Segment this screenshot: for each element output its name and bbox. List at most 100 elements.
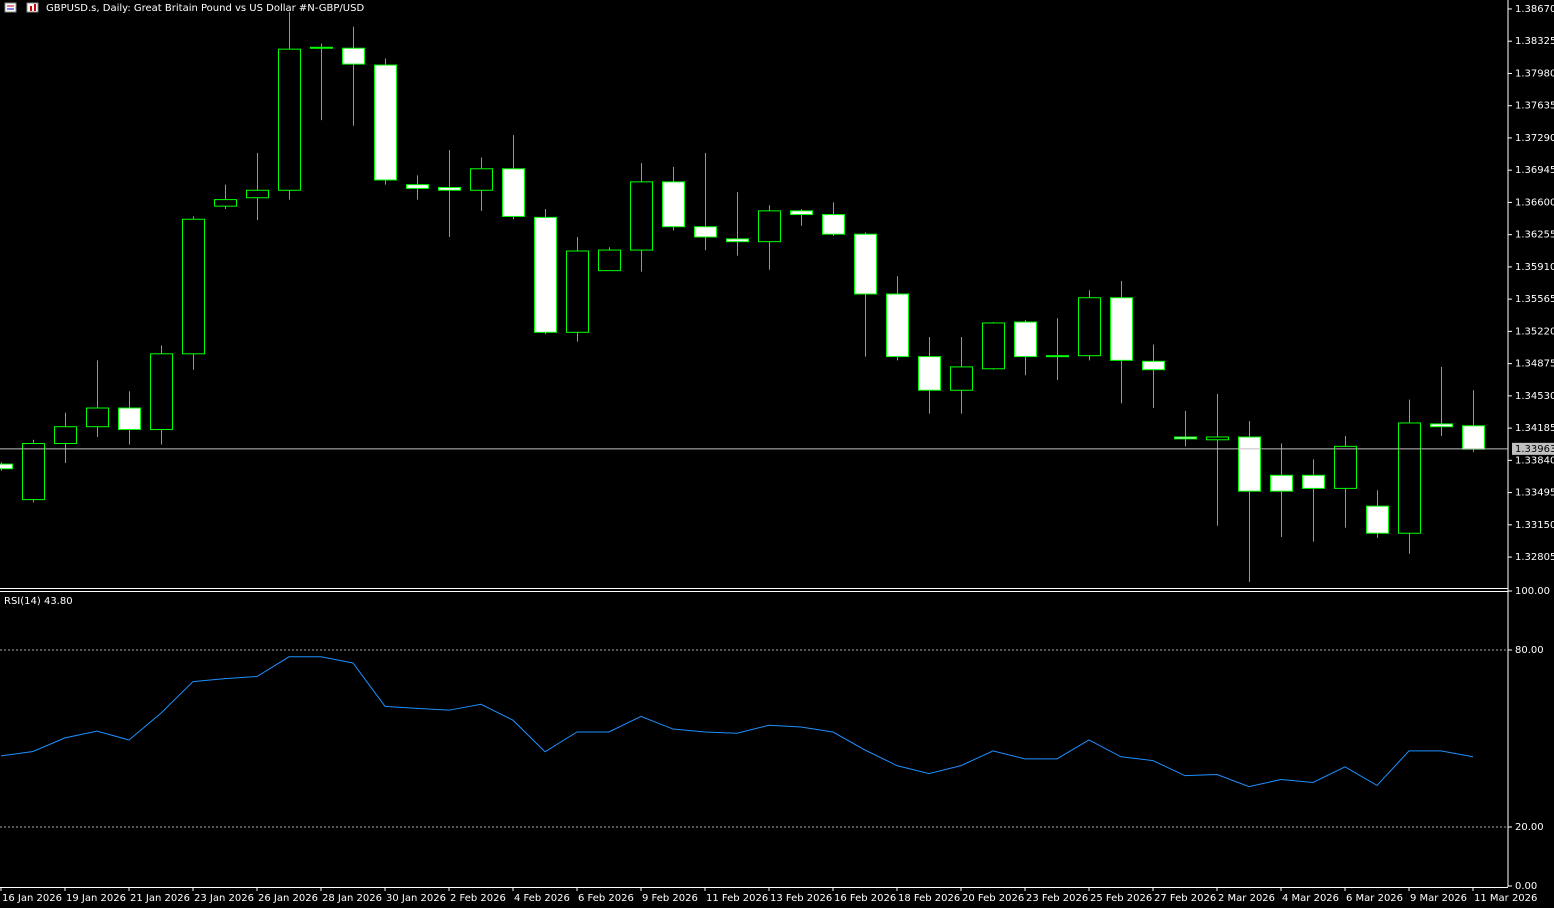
candle-body — [1366, 505, 1389, 534]
candle-body — [374, 64, 397, 181]
x-tick-label: 9 Feb 2026 — [642, 893, 698, 904]
candle-body — [22, 443, 45, 501]
candle-body — [118, 407, 141, 431]
candle-body — [278, 48, 301, 191]
candle-body — [598, 249, 621, 272]
y-tick-label: 1.34875 — [1515, 359, 1554, 370]
y-tick-label: 1.37290 — [1515, 133, 1554, 144]
y-tick-label: 1.33840 — [1515, 455, 1554, 466]
toolbar-icons — [4, 2, 39, 13]
x-tick-label: 13 Feb 2026 — [770, 893, 832, 904]
candle-body — [726, 238, 749, 243]
candle-body — [1110, 297, 1133, 361]
y-tick-label: 1.37635 — [1515, 101, 1554, 112]
candle-body — [950, 366, 973, 391]
x-tick-label: 28 Jan 2026 — [322, 893, 382, 904]
candle-body — [150, 353, 173, 431]
y-tick-label: 1.36945 — [1515, 165, 1554, 176]
candle-body — [1270, 474, 1293, 492]
chart-title: GBPUSD.s, Daily: Great Britain Pound vs … — [46, 3, 364, 14]
y-tick-label: 1.33150 — [1515, 520, 1554, 531]
y-tick-label: 80.00 — [1515, 645, 1544, 656]
candle-body — [1046, 355, 1069, 358]
x-tick-label: 6 Mar 2026 — [1346, 893, 1403, 904]
y-tick-label: 1.32805 — [1515, 552, 1554, 563]
candle-body — [1302, 474, 1325, 489]
y-tick-label: 1.33495 — [1515, 488, 1554, 499]
candle-body — [1398, 422, 1421, 534]
x-tick-label: 23 Jan 2026 — [194, 893, 254, 904]
candle-body — [854, 233, 877, 295]
y-tick-label: 100.00 — [1515, 586, 1550, 597]
x-tick-label: 11 Mar 2026 — [1474, 893, 1537, 904]
x-tick-label: 26 Jan 2026 — [258, 893, 318, 904]
candle-body — [662, 181, 685, 228]
candle-body — [1430, 423, 1453, 428]
x-tick-label: 21 Jan 2026 — [130, 893, 190, 904]
candle-body — [214, 199, 237, 207]
y-tick-label: 1.36600 — [1515, 197, 1554, 208]
icon — [30, 6, 32, 11]
candle-body — [470, 168, 493, 191]
rsi-line — [0, 656, 1474, 788]
candle-body — [438, 186, 461, 191]
x-tick-label: 4 Mar 2026 — [1282, 893, 1339, 904]
y-tick-label: 1.38325 — [1515, 36, 1554, 47]
candle-body — [822, 214, 845, 235]
y-tick-label: 1.38670 — [1515, 4, 1554, 15]
x-tick-label: 2 Feb 2026 — [450, 893, 506, 904]
x-tick-label: 30 Jan 2026 — [386, 893, 446, 904]
candle-body — [54, 426, 77, 445]
x-tick-label: 27 Feb 2026 — [1154, 893, 1216, 904]
candle-body — [1078, 297, 1101, 357]
y-tick-label: 1.34530 — [1515, 391, 1554, 402]
candle-body — [886, 293, 909, 358]
candle-body — [310, 46, 333, 49]
x-tick-label: 16 Jan 2026 — [2, 893, 62, 904]
candle-body — [630, 181, 653, 251]
y-tick-label: 1.34185 — [1515, 423, 1554, 434]
candle-body — [406, 184, 429, 189]
y-tick-label: 20.00 — [1515, 822, 1544, 833]
icon — [34, 4, 36, 11]
candle-body — [1174, 436, 1197, 440]
candles — [0, 11, 1485, 582]
y-tick-label: 1.35565 — [1515, 294, 1554, 305]
y-tick-label: 1.35220 — [1515, 326, 1554, 337]
candle-body — [502, 168, 525, 217]
x-tick-label: 6 Feb 2026 — [578, 893, 634, 904]
last-price-label: 1.33963 — [1515, 444, 1554, 455]
candle-body — [1334, 445, 1357, 489]
x-tick-label: 20 Feb 2026 — [962, 893, 1024, 904]
x-tick-label: 19 Jan 2026 — [66, 893, 126, 904]
candle-body — [694, 226, 717, 238]
x-tick-label: 18 Feb 2026 — [898, 893, 960, 904]
candle-body — [790, 210, 813, 216]
candle-body — [246, 189, 269, 199]
x-tick-label: 11 Feb 2026 — [706, 893, 768, 904]
y-tick-label: 1.36255 — [1515, 230, 1554, 241]
candle-body — [1238, 436, 1261, 492]
candle-body — [918, 356, 941, 391]
candle-body — [1014, 321, 1037, 358]
candle-body — [1142, 360, 1165, 371]
candle-body — [0, 463, 13, 470]
x-tick-label: 4 Feb 2026 — [514, 893, 570, 904]
candle-body — [982, 322, 1005, 370]
x-tick-label: 9 Mar 2026 — [1410, 893, 1467, 904]
indicator-title: RSI(14) 43.80 — [4, 596, 73, 607]
y-tick-label: 1.37980 — [1515, 68, 1554, 79]
x-tick-label: 25 Feb 2026 — [1090, 893, 1152, 904]
y-tick-label: 0.00 — [1515, 881, 1537, 892]
candle-body — [342, 47, 365, 65]
x-tick-label: 16 Feb 2026 — [834, 893, 896, 904]
y-tick-label: 1.35910 — [1515, 262, 1554, 273]
candle-body — [182, 218, 205, 355]
candle-body — [534, 216, 557, 333]
x-tick-label: 2 Mar 2026 — [1218, 893, 1275, 904]
x-tick-label: 23 Feb 2026 — [1026, 893, 1088, 904]
candle-body — [566, 250, 589, 333]
